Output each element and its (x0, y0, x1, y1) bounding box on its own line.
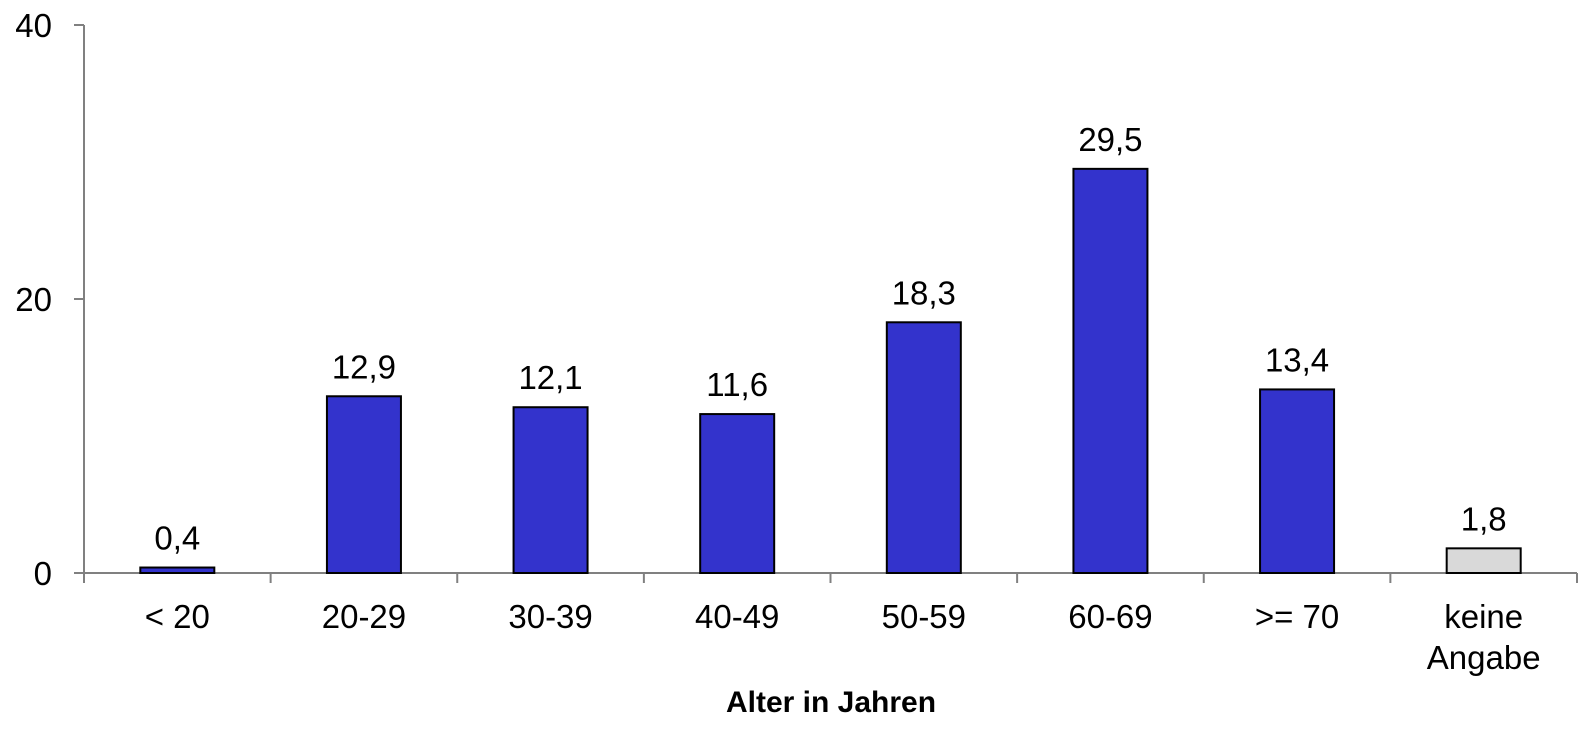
x-category-label-line: 50-59 (882, 598, 966, 635)
bar-value-label: 18,3 (892, 274, 956, 311)
x-category-label-line: keine (1444, 598, 1523, 635)
x-category-label: 50-59 (882, 598, 966, 635)
x-category-label-line: >= 70 (1255, 598, 1339, 635)
y-tick-label: 0 (34, 555, 52, 592)
x-category-label: keine Angabe (1427, 598, 1541, 676)
bar-value-label: 1,8 (1461, 500, 1507, 537)
x-category-label-line: 60-69 (1068, 598, 1152, 635)
x-category-label-line: 40-49 (695, 598, 779, 635)
x-category-label: 20-29 (322, 598, 406, 635)
bar (1072, 167, 1149, 574)
y-axis: 0 20 40 (15, 7, 85, 592)
bar (1445, 547, 1522, 575)
bar (699, 413, 776, 574)
bar-value-label: 0,4 (154, 520, 200, 557)
bar (512, 406, 589, 575)
bar (885, 321, 962, 575)
bar-value-label: 12,1 (518, 359, 582, 396)
data-labels: 0,4 12,9 12,1 11,6 18,3 29,5 13,4 1,8 (154, 121, 1506, 557)
x-category-label: 40-49 (695, 598, 779, 635)
x-axis-title: Alter in Jahren (726, 686, 936, 719)
bar (325, 395, 402, 574)
y-tick-label: 20 (15, 281, 52, 318)
x-category-label: >= 70 (1255, 598, 1339, 635)
bar-value-label: 11,6 (706, 366, 768, 403)
x-category-label-line: 20-29 (322, 598, 406, 635)
x-category-label: < 20 (145, 598, 210, 635)
bar-value-label: 12,9 (332, 348, 396, 385)
x-category-label: 30-39 (508, 598, 592, 635)
x-category-label-line: < 20 (145, 598, 210, 635)
bar (1259, 388, 1336, 575)
bar-value-label: 29,5 (1078, 121, 1142, 158)
bar-value-label: 13,4 (1265, 341, 1329, 378)
x-category-label-line: 30-39 (508, 598, 592, 635)
bar (139, 566, 216, 575)
x-category-label: 60-69 (1068, 598, 1152, 635)
x-category-label-line: Angabe (1427, 639, 1541, 676)
y-tick-label: 40 (15, 7, 52, 44)
bars (139, 167, 1522, 575)
x-axis: < 20 20-29 30-39 40-49 50-59 60-69 >= 70 keine A… (83, 572, 1578, 676)
